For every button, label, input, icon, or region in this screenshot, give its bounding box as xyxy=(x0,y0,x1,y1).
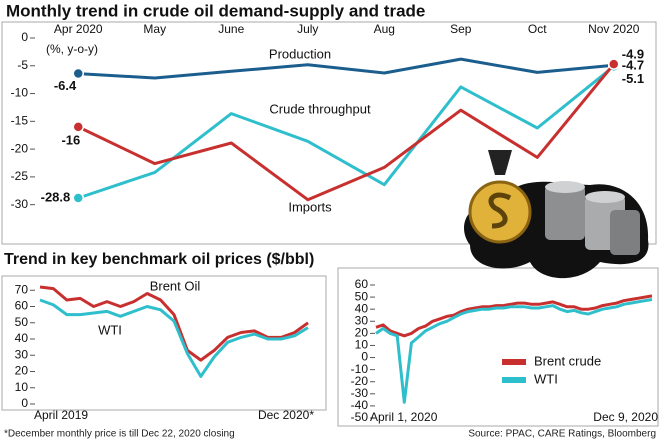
chart-title: Monthly trend in crude oil demand-supply… xyxy=(6,1,425,20)
y-tick-label: -10 xyxy=(351,362,369,376)
series-label: Imports xyxy=(288,199,332,214)
y-tick-label: 10 xyxy=(355,338,369,352)
data-label: -4.9 xyxy=(622,47,644,62)
left-frame xyxy=(1,275,327,411)
y-tick-label: 10 xyxy=(15,380,29,394)
y-tick-label: 40 xyxy=(15,331,29,345)
y-tick-label: -15 xyxy=(11,114,29,128)
series-line xyxy=(375,298,653,404)
right-frame xyxy=(337,267,659,427)
x-tick-label: June xyxy=(218,22,244,36)
legend-label: Brent crude xyxy=(534,353,601,368)
series-label: WTI xyxy=(98,322,122,337)
x-tick-label: Dec 9, 2020 xyxy=(593,410,658,424)
legend-label: WTI xyxy=(534,371,558,386)
x-tick-label: Apr 2020 xyxy=(54,22,103,36)
top-frame xyxy=(1,21,657,245)
series-line xyxy=(375,294,653,338)
series-label: Production xyxy=(269,46,331,61)
y-tick-label: 0 xyxy=(361,350,368,364)
point xyxy=(72,67,84,80)
data-label: -16 xyxy=(61,132,80,147)
source: Source: PPAC, CARE Ratings, Bloomberg xyxy=(468,429,656,440)
y-tick-label: 50 xyxy=(15,315,29,329)
y-tick-label: 30 xyxy=(355,313,369,327)
data-label: -6.4 xyxy=(54,78,77,93)
data-label: -5.1 xyxy=(622,71,644,86)
series-line xyxy=(77,65,615,200)
x-tick-label: July xyxy=(297,22,318,36)
y-tick-label: -50 xyxy=(351,410,369,424)
y-tick-label: 50 xyxy=(355,289,369,303)
y-tick-label: 30 xyxy=(15,347,29,361)
footnote: *December monthly price is till Dec 22, … xyxy=(4,429,235,440)
x-tick-label: May xyxy=(143,22,166,36)
chart-title: Trend in key benchmark oil prices ($/bbl… xyxy=(4,251,314,268)
x-tick-label: Nov 2020 xyxy=(588,22,640,36)
y-tick-label: 70 xyxy=(15,282,29,296)
y-tick-label: -5 xyxy=(17,58,28,72)
y-tick-label: 0 xyxy=(21,30,28,44)
y-tick-label: 60 xyxy=(15,299,29,313)
y-tick-label: -25 xyxy=(11,169,29,183)
point xyxy=(72,192,84,204)
series-line xyxy=(39,285,309,362)
y-tick-label: -30 xyxy=(11,197,29,211)
series-label: Crude throughput xyxy=(269,101,371,116)
point xyxy=(72,121,84,133)
y-tick-label: -10 xyxy=(11,86,29,100)
series-line xyxy=(39,298,309,378)
x-tick-label: Oct xyxy=(528,22,547,36)
y-tick-label: 60 xyxy=(355,277,369,291)
series-line xyxy=(77,63,615,202)
x-tick-label: Aug xyxy=(374,22,395,36)
x-tick-label: Dec 2020* xyxy=(258,408,314,422)
point xyxy=(608,58,620,70)
data-label: -28.8 xyxy=(41,189,71,204)
data-label: -4.7 xyxy=(622,58,644,73)
series-line xyxy=(78,57,614,80)
y-tick-label: 0 xyxy=(21,396,28,410)
y-tick-label: -40 xyxy=(351,398,369,412)
y-tick-label: -20 xyxy=(11,141,29,155)
y-axis-label: (%, y-o-y) xyxy=(46,42,98,56)
x-tick-label: April 2019 xyxy=(34,408,88,422)
x-tick-label: Sep xyxy=(450,22,472,36)
series-label: Brent Oil xyxy=(150,278,201,293)
oil-illustration xyxy=(464,150,649,279)
y-tick-label: 20 xyxy=(355,326,369,340)
y-tick-label: 20 xyxy=(15,364,29,378)
x-tick-label: April 1, 2020 xyxy=(370,410,438,424)
y-tick-label: -30 xyxy=(351,386,369,400)
y-tick-label: -20 xyxy=(351,374,369,388)
y-tick-label: 40 xyxy=(355,301,369,315)
